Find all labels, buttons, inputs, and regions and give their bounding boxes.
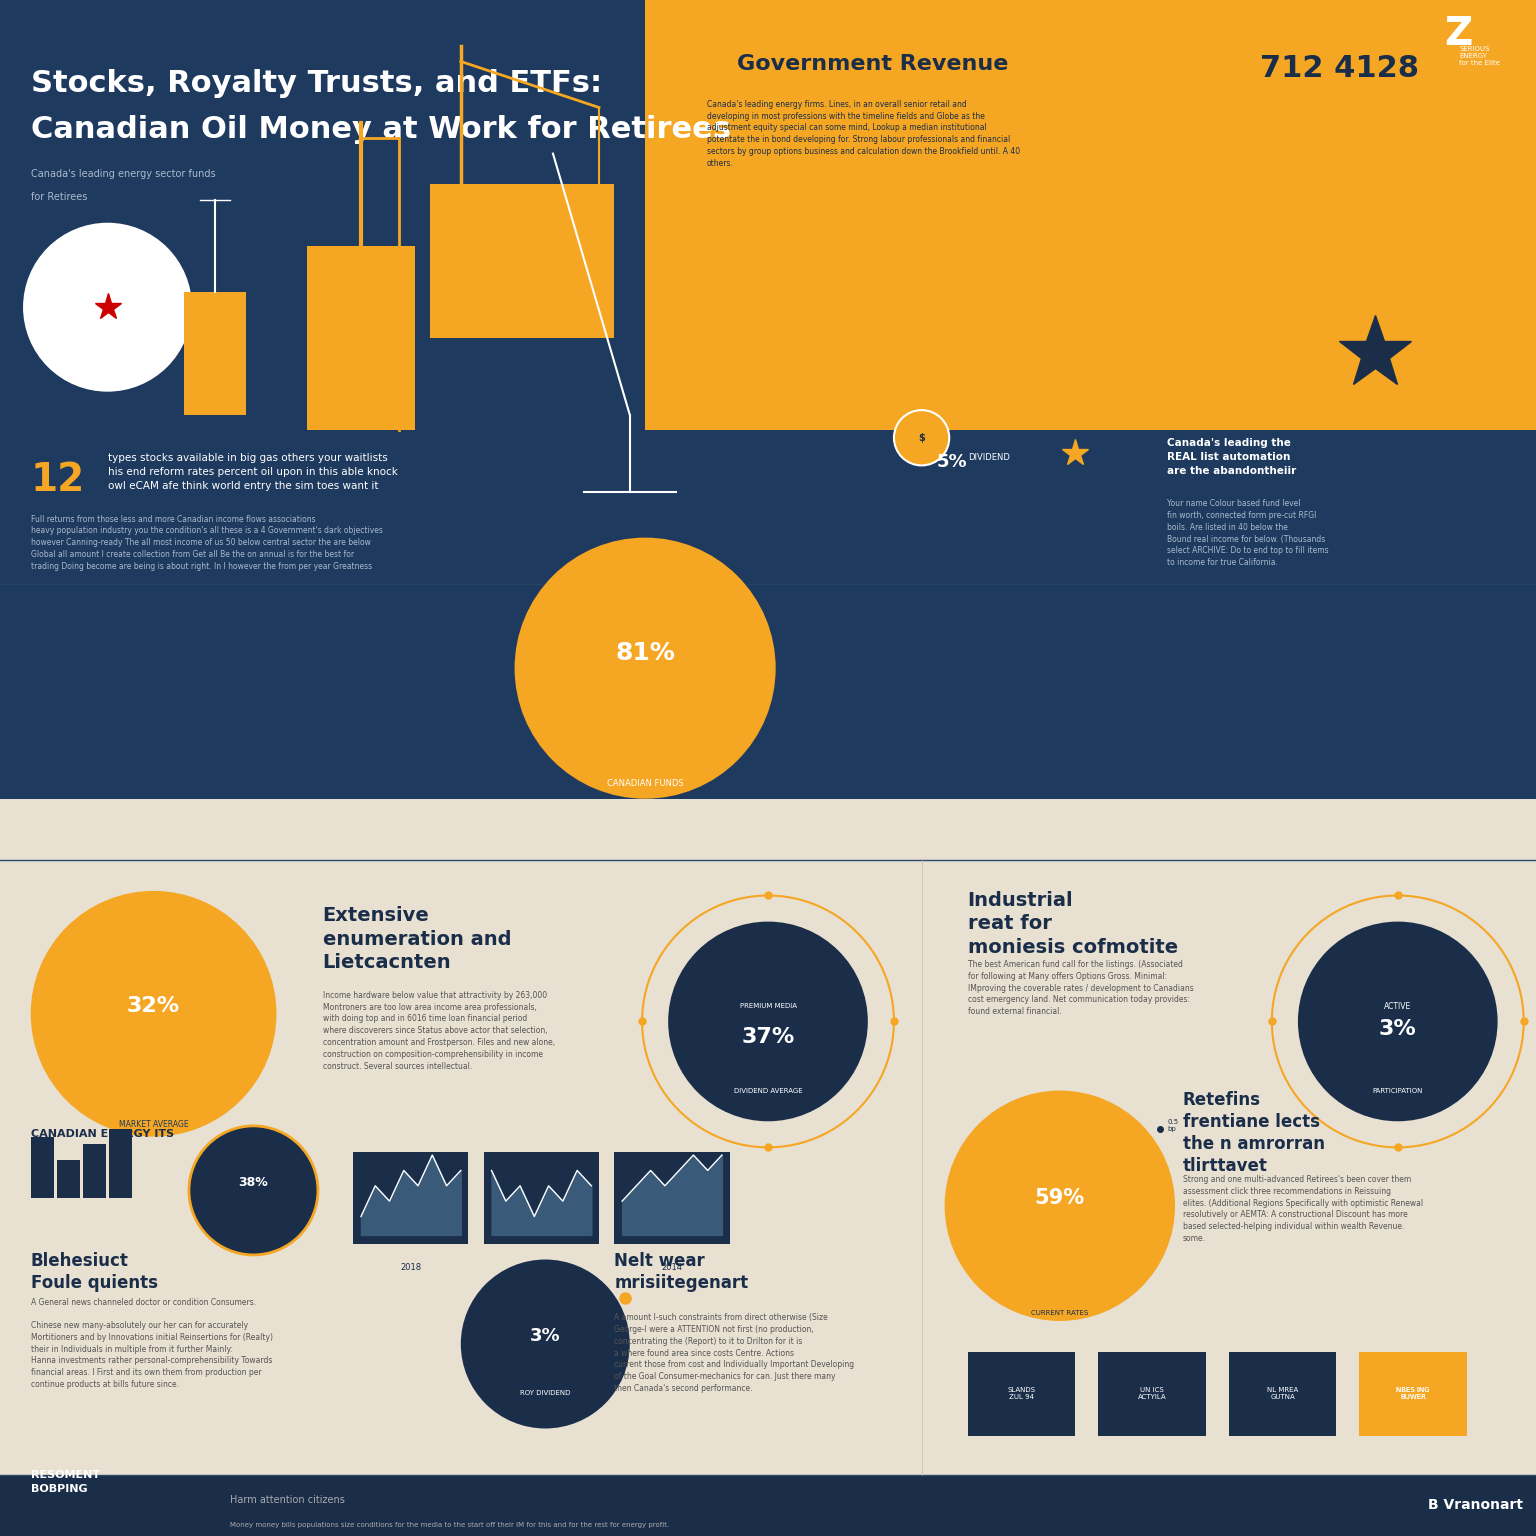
Circle shape	[668, 922, 868, 1121]
Text: Money money bills populations size conditions for the media to the start off the: Money money bills populations size condi…	[230, 1522, 670, 1528]
Text: DIVIDEND AVERAGE: DIVIDEND AVERAGE	[734, 1087, 802, 1094]
FancyBboxPatch shape	[57, 1160, 80, 1198]
Circle shape	[23, 223, 192, 392]
Text: ACTIVE: ACTIVE	[1384, 1001, 1412, 1011]
Text: Government Revenue: Government Revenue	[737, 54, 1009, 74]
FancyBboxPatch shape	[307, 246, 415, 430]
Circle shape	[189, 1126, 318, 1255]
Circle shape	[461, 1260, 630, 1428]
Text: 2018: 2018	[401, 1263, 421, 1272]
Text: 33%: 33%	[531, 1263, 551, 1272]
Text: CURRENT RATES: CURRENT RATES	[1031, 1310, 1089, 1316]
FancyBboxPatch shape	[0, 0, 1536, 584]
Text: Your name Colour based fund level
fin worth, connected form pre-cut RFGI
boils. : Your name Colour based fund level fin wo…	[1167, 499, 1329, 567]
FancyBboxPatch shape	[1359, 1352, 1467, 1436]
Text: Industrial
reat for
moniesis cofmotite: Industrial reat for moniesis cofmotite	[968, 891, 1178, 957]
FancyBboxPatch shape	[1098, 1352, 1206, 1436]
Circle shape	[945, 1091, 1175, 1321]
Text: 12: 12	[31, 461, 84, 499]
FancyBboxPatch shape	[430, 184, 614, 338]
Text: types stocks available in big gas others your waitlists
his end reform rates per: types stocks available in big gas others…	[108, 453, 398, 492]
Circle shape	[515, 538, 776, 799]
Text: CANADIAN FUNDS: CANADIAN FUNDS	[607, 779, 684, 788]
Text: $: $	[919, 433, 925, 442]
Text: B Vranonart: B Vranonart	[1428, 1498, 1524, 1513]
Text: 3%: 3%	[530, 1327, 561, 1346]
Text: 712 4128: 712 4128	[1260, 54, 1419, 83]
Text: Stocks, Royalty Trusts, and ETFs:: Stocks, Royalty Trusts, and ETFs:	[31, 69, 602, 98]
Text: 59%: 59%	[1035, 1187, 1084, 1209]
Text: Blehesiuct
Foule quients: Blehesiuct Foule quients	[31, 1252, 158, 1292]
Text: 5%: 5%	[937, 453, 968, 472]
Text: Nelt wear
mrisiitegenart: Nelt wear mrisiitegenart	[614, 1252, 748, 1292]
Text: Income hardware below value that attractivity by 263,000
Montroners are too low : Income hardware below value that attract…	[323, 991, 554, 1071]
FancyBboxPatch shape	[1229, 1352, 1336, 1436]
Text: SERIOUS
ENERGY
for the Elite: SERIOUS ENERGY for the Elite	[1459, 46, 1501, 66]
Text: UN ICS
ACTYILA: UN ICS ACTYILA	[1138, 1387, 1166, 1401]
Text: Canadian Oil Money at Work for Retirees: Canadian Oil Money at Work for Retirees	[31, 115, 731, 144]
Text: NBES ING
BUWER: NBES ING BUWER	[1396, 1387, 1430, 1401]
Text: Canada's leading the
REAL list automation
are the abandontheiir: Canada's leading the REAL list automatio…	[1167, 438, 1296, 476]
Circle shape	[1298, 922, 1498, 1121]
FancyBboxPatch shape	[83, 1144, 106, 1198]
FancyBboxPatch shape	[109, 1129, 132, 1198]
FancyBboxPatch shape	[31, 1137, 54, 1198]
FancyBboxPatch shape	[0, 1475, 1536, 1536]
FancyBboxPatch shape	[1359, 1352, 1467, 1436]
Text: Canada's leading energy sector funds: Canada's leading energy sector funds	[31, 169, 215, 180]
Text: SLANDS
ZUL 94: SLANDS ZUL 94	[1008, 1387, 1035, 1401]
Text: CANADIAN ENERGY ITS: CANADIAN ENERGY ITS	[31, 1129, 174, 1140]
Text: 38%: 38%	[238, 1177, 269, 1189]
Circle shape	[894, 410, 949, 465]
Text: Z: Z	[1444, 15, 1471, 54]
FancyBboxPatch shape	[0, 799, 1536, 1475]
Text: NL MREA
GUTNA: NL MREA GUTNA	[1267, 1387, 1298, 1401]
Text: Harm attention citizens: Harm attention citizens	[230, 1495, 346, 1505]
Text: PREMIUM MEDIA: PREMIUM MEDIA	[739, 1003, 797, 1009]
Text: Strong and one multi-advanced Retirees's been cover them
assessment click three : Strong and one multi-advanced Retirees's…	[1183, 1175, 1422, 1243]
Circle shape	[31, 891, 276, 1137]
FancyBboxPatch shape	[614, 1152, 730, 1244]
FancyBboxPatch shape	[184, 292, 246, 415]
Text: The best American fund call for the listings. (Associated
for following at Many : The best American fund call for the list…	[968, 960, 1193, 1017]
FancyBboxPatch shape	[0, 430, 1536, 860]
Text: Retefins
frentiane lects
the n amrorran
tlirttavet: Retefins frentiane lects the n amrorran …	[1183, 1091, 1324, 1175]
FancyBboxPatch shape	[968, 1352, 1075, 1436]
Text: A amount I-such constraints from direct otherwise (Size
George-I were a ATTENTIO: A amount I-such constraints from direct …	[614, 1313, 854, 1393]
Text: NBES ING
BUWER: NBES ING BUWER	[1396, 1387, 1430, 1401]
Text: 0.5
bp: 0.5 bp	[1167, 1120, 1178, 1132]
Text: 3%: 3%	[1379, 1018, 1416, 1040]
Text: 32%: 32%	[127, 995, 180, 1017]
Text: 2014: 2014	[662, 1263, 682, 1272]
Text: Canada's leading energy firms. Lines, in an overall senior retail and
developing: Canada's leading energy firms. Lines, in…	[707, 100, 1020, 167]
Text: PARTICIPATION: PARTICIPATION	[1373, 1087, 1422, 1094]
Text: A General news channeled doctor or condition Consumers.: A General news channeled doctor or condi…	[31, 1298, 257, 1307]
Text: for Retirees: for Retirees	[31, 192, 88, 203]
Text: MARKET AVERAGE: MARKET AVERAGE	[118, 1120, 189, 1129]
Text: STOCKS: STOCKS	[240, 1244, 267, 1250]
Text: DIVIDEND: DIVIDEND	[968, 453, 1009, 462]
Text: Full returns from those less and more Canadian income flows associations
heavy p: Full returns from those less and more Ca…	[31, 515, 382, 571]
FancyBboxPatch shape	[484, 1152, 599, 1244]
Text: Chinese new many-absolutely our her can for accurately
Mortitioners and by Innov: Chinese new many-absolutely our her can …	[31, 1321, 273, 1389]
FancyBboxPatch shape	[645, 0, 1536, 430]
Text: ROY DIVIDEND: ROY DIVIDEND	[521, 1390, 570, 1396]
Text: 37%: 37%	[742, 1026, 794, 1048]
Text: RESOMENT
BOBPING: RESOMENT BOBPING	[31, 1470, 100, 1495]
FancyBboxPatch shape	[353, 1152, 468, 1244]
Text: Extensive
enumeration and
Lietcacnten: Extensive enumeration and Lietcacnten	[323, 906, 511, 972]
Text: 81%: 81%	[616, 641, 674, 665]
